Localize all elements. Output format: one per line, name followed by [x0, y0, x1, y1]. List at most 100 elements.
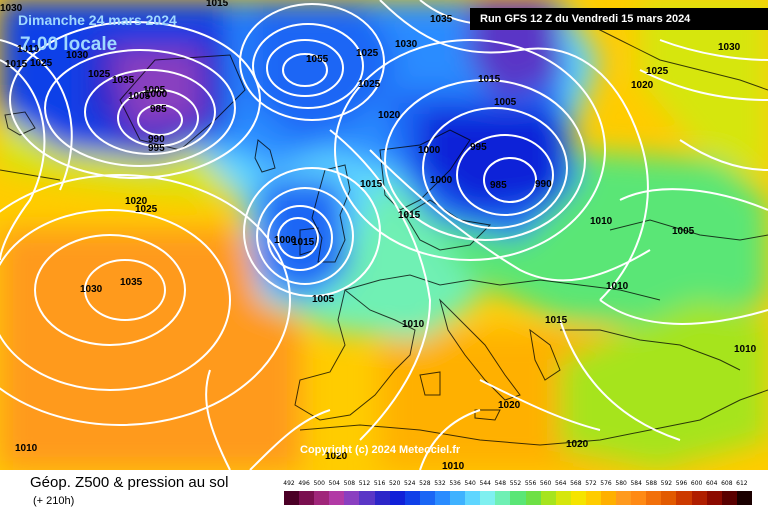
scale-swatch — [404, 491, 420, 505]
isobar-label: 1025 — [88, 69, 111, 80]
isobar-label: 985 — [150, 104, 167, 115]
isobar-label: 1055 — [306, 54, 329, 65]
isobar-label: 995 — [148, 143, 165, 154]
scale-swatch — [661, 491, 677, 505]
isobar-label: 1010 — [606, 281, 629, 292]
z500-colour-field — [0, 0, 768, 470]
isobar-label: 1010 — [17, 44, 40, 55]
isobar-label: 1005 — [312, 294, 335, 305]
scale-label: 600 — [690, 480, 703, 487]
copyright-text: Copyright (c) 2024 Meteociel.fr — [300, 444, 461, 456]
scale-swatch — [434, 491, 451, 505]
scale-swatch — [480, 491, 496, 505]
scale-swatch — [570, 491, 586, 505]
scale-label: 608 — [721, 480, 733, 487]
scale-swatch — [555, 491, 571, 505]
forecast-time: 7:00 locale — [20, 34, 118, 55]
scale-label: 592 — [660, 480, 673, 487]
isobar-label: 1035 — [112, 75, 135, 86]
model-run-banner: Run GFS 12 Z du Vendredi 15 mars 2024 — [470, 8, 768, 30]
isobar-label: 1035 — [430, 14, 453, 25]
isobar-label: 1030 — [66, 50, 89, 61]
scale-label: 568 — [570, 480, 582, 487]
scale-label: 504 — [328, 480, 340, 487]
scale-label: 564 — [555, 480, 567, 487]
scale-label: 576 — [600, 480, 612, 487]
forecast-date: Dimanche 24 mars 2024 — [18, 12, 177, 28]
scale-label: 496 — [298, 480, 310, 487]
scale-label: 536 — [449, 480, 461, 487]
scale-label: 560 — [539, 480, 552, 487]
scale-swatch — [706, 491, 722, 505]
scale-label: 584 — [630, 480, 642, 487]
scale-swatch — [510, 491, 526, 505]
scale-swatch — [450, 491, 466, 505]
scale-swatch — [314, 491, 330, 505]
scale-swatch — [676, 491, 692, 505]
scale-label: 556 — [524, 480, 537, 487]
isobar-label: 1030 — [0, 3, 23, 14]
isobar-label: 1025 — [356, 48, 379, 59]
scale-label: 520 — [388, 480, 401, 487]
scale-swatch — [299, 491, 315, 505]
scale-swatch — [284, 491, 300, 505]
scale-label: 532 — [434, 480, 446, 487]
scale-swatch — [329, 491, 345, 505]
colour-scale-bar — [284, 491, 752, 505]
isobar-labels: 1030 101510251035103010251020101510101005… — [0, 0, 757, 470]
scale-label: 512 — [358, 480, 371, 487]
isobar-label: 1015 — [292, 237, 315, 248]
isobar-label: 1010 — [402, 319, 425, 330]
isobar-label: 1025 — [30, 58, 53, 69]
isobar-label: 1030 — [718, 42, 741, 53]
scale-swatch — [374, 491, 390, 505]
scale-label: 508 — [343, 480, 356, 487]
isobar-label: 1005 — [128, 91, 151, 102]
scale-label: 500 — [313, 480, 325, 487]
scale-swatch — [616, 491, 632, 505]
isobar-label: 1015 — [360, 179, 383, 190]
scale-label: 588 — [645, 480, 658, 487]
scale-label: 516 — [373, 480, 386, 487]
isobar-label: 1035 — [120, 277, 143, 288]
isobar-label: 1015 — [5, 59, 28, 70]
isobar-label: 1000 — [430, 175, 453, 186]
map-title: Géop. Z500 & pression au sol — [30, 474, 229, 491]
isobar-label: 1020 — [125, 196, 148, 207]
colour-scale-labels: 492 496 500 504 508 512 516 520 524 528 532 536 540 5… — [282, 480, 752, 490]
isobar-label: 1015 — [478, 74, 501, 85]
scale-label: 612 — [736, 480, 748, 487]
isobar-label: 1020 — [498, 400, 521, 411]
scale-label: 580 — [615, 480, 627, 487]
isobar-label: 990 — [148, 134, 165, 145]
scale-swatch — [721, 491, 737, 505]
isobar-label: 990 — [535, 179, 552, 190]
scale-swatch — [389, 491, 405, 505]
scale-label: 572 — [585, 480, 597, 487]
scale-swatch — [691, 491, 707, 505]
scale-label: 596 — [675, 480, 688, 487]
isobar-label: 1005 — [143, 85, 166, 96]
scale-swatch — [631, 491, 647, 505]
isobar-label: 1020 — [566, 439, 589, 450]
isobar-label: 1015 — [206, 0, 229, 9]
scale-swatch — [344, 491, 360, 505]
isobar-label: 1005 — [672, 226, 695, 237]
isobar-label: 1010 — [442, 461, 465, 470]
isobar-label: 1000 — [145, 89, 168, 100]
isobar-label: 1020 — [378, 110, 401, 121]
isobar-label: 1030 — [80, 284, 103, 295]
isobar-label: 995 — [470, 142, 487, 153]
isobar-label: 1010 — [590, 216, 613, 227]
isobar-label: 1030 — [395, 39, 418, 50]
scale-swatch — [646, 491, 662, 505]
isobar-label: 1015 — [398, 210, 421, 221]
scale-label: 544 — [479, 480, 491, 487]
scale-swatch — [359, 491, 375, 505]
scale-swatch — [495, 491, 511, 505]
scale-label: 552 — [509, 480, 522, 487]
scale-label: 548 — [494, 480, 507, 487]
isobar-label: 1025 — [646, 66, 669, 77]
isobar-label: 1020 — [325, 451, 348, 462]
